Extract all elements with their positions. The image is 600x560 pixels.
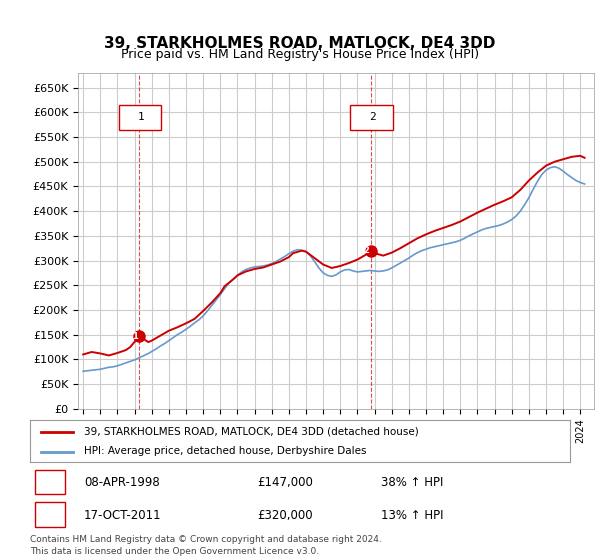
- Text: Contains HM Land Registry data © Crown copyright and database right 2024.
This d: Contains HM Land Registry data © Crown c…: [30, 535, 382, 556]
- Text: £320,000: £320,000: [257, 508, 313, 521]
- Text: £147,000: £147,000: [257, 477, 313, 489]
- FancyBboxPatch shape: [35, 470, 65, 494]
- FancyBboxPatch shape: [35, 502, 65, 526]
- Text: 2: 2: [370, 112, 376, 122]
- Text: 13% ↑ HPI: 13% ↑ HPI: [381, 508, 443, 521]
- FancyBboxPatch shape: [350, 105, 393, 129]
- Text: 17-OCT-2011: 17-OCT-2011: [84, 508, 161, 521]
- FancyBboxPatch shape: [119, 105, 161, 129]
- Text: 08-APR-1998: 08-APR-1998: [84, 477, 160, 489]
- Text: 2: 2: [364, 246, 370, 255]
- Text: 39, STARKHOLMES ROAD, MATLOCK, DE4 3DD (detached house): 39, STARKHOLMES ROAD, MATLOCK, DE4 3DD (…: [84, 427, 419, 437]
- Text: 1: 1: [46, 477, 54, 489]
- Text: 39, STARKHOLMES ROAD, MATLOCK, DE4 3DD: 39, STARKHOLMES ROAD, MATLOCK, DE4 3DD: [104, 36, 496, 52]
- Text: 38% ↑ HPI: 38% ↑ HPI: [381, 477, 443, 489]
- Text: Price paid vs. HM Land Registry's House Price Index (HPI): Price paid vs. HM Land Registry's House …: [121, 48, 479, 60]
- Text: HPI: Average price, detached house, Derbyshire Dales: HPI: Average price, detached house, Derb…: [84, 446, 367, 456]
- Text: 1: 1: [137, 112, 144, 122]
- Text: 2: 2: [46, 508, 54, 521]
- Text: 1: 1: [132, 332, 138, 340]
